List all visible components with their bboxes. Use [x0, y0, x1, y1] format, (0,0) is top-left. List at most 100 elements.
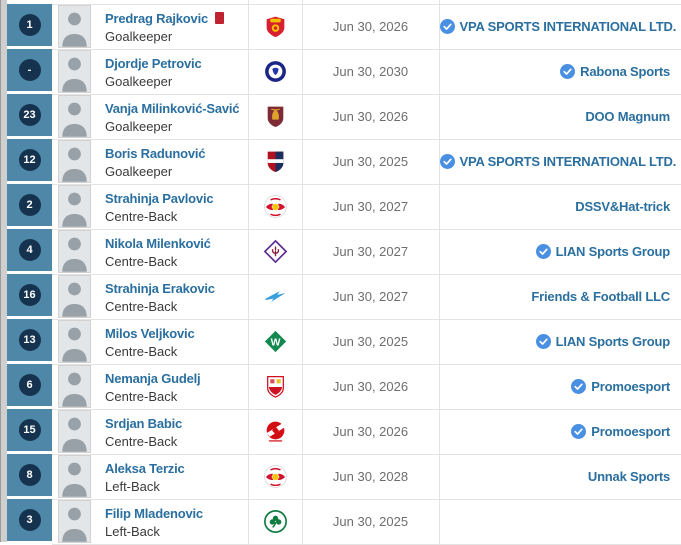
player-cell: Djordje Petrovic Goalkeeper [52, 49, 248, 95]
zenit-crest-icon[interactable] [263, 284, 288, 309]
agent-link[interactable]: DSSV&Hat-trick [575, 198, 670, 214]
player-name-link[interactable]: Strahinja Erakovic [105, 280, 215, 296]
shirt-number-badge: - [18, 59, 41, 81]
shirt-number-badge: 12 [18, 149, 41, 171]
redbull-salzburg-crest-icon[interactable] [263, 194, 288, 219]
player-photo[interactable] [58, 95, 91, 138]
shirt-number: 23 [23, 109, 36, 121]
table-row: - Djordje Petrovic Goalkeeper Jun 30, 20… [7, 49, 681, 95]
number-cell-background: 6 [7, 364, 52, 406]
squad-table-body: 1 Predrag Rajkovic Goalkeeper Jun 30, 20… [7, 0, 681, 545]
number-cell: 6 [7, 364, 52, 409]
player-position: Centre-Back [105, 388, 178, 404]
agent-link[interactable]: Friends & Football LLC [531, 288, 670, 304]
player-cell: Predrag Rajkovic Goalkeeper [52, 4, 248, 50]
player-name-link[interactable]: Strahinja Pavlovic [105, 190, 214, 206]
contract-until-date: Jun 30, 2027 [302, 184, 439, 230]
verified-agent-icon [560, 63, 576, 79]
number-cell: 3 [7, 499, 52, 544]
contract-until-date: Jun 30, 2030 [302, 49, 439, 95]
contract-until-date: Jun 30, 2025 [302, 319, 439, 365]
agent-link[interactable]: VPA SPORTS INTERNATIONAL LTD. [459, 18, 677, 34]
agent-link[interactable]: LIAN Sports Group [555, 243, 671, 259]
agent-link[interactable]: DOO Magnum [585, 108, 670, 124]
agent-cell: DOO Magnum [438, 94, 681, 140]
player-cell: Srdjan Babic Centre-Back [52, 409, 248, 455]
contract-until-date: Jun 30, 2026 [302, 364, 439, 410]
player-name-link[interactable]: Djordje Petrovic [105, 55, 202, 71]
number-cell-background: 2 [7, 184, 52, 226]
number-cell: 8 [7, 454, 52, 499]
agent-link[interactable]: VPA SPORTS INTERNATIONAL LTD. [459, 153, 677, 169]
table-row: 13 Milos Veljkovic Centre-Back W Jun 30,… [7, 319, 681, 365]
player-photo[interactable] [58, 5, 91, 48]
sevilla-crest-icon[interactable] [263, 374, 288, 399]
agent-link[interactable]: Rabona Sports [580, 63, 670, 79]
shirt-number-badge: 15 [18, 419, 41, 441]
contract-until-date: Jun 30, 2026 [302, 409, 439, 455]
shirt-number-badge: 1 [18, 14, 41, 36]
contract-until-date: Jun 30, 2026 [302, 4, 439, 50]
player-name-link[interactable]: Predrag Rajkovic [105, 10, 209, 26]
number-cell-background: 13 [7, 319, 52, 361]
squad-table: 1 Predrag Rajkovic Goalkeeper Jun 30, 20… [7, 0, 681, 545]
player-name-link[interactable]: Nemanja Gudelj [105, 370, 201, 386]
player-position: Goalkeeper [105, 28, 173, 44]
number-cell-background: 1 [7, 4, 52, 46]
player-photo[interactable] [58, 455, 91, 498]
spartak-moscow-crest-icon[interactable] [263, 419, 288, 444]
agent-cell: LIAN Sports Group [438, 229, 681, 275]
player-position: Goalkeeper [105, 118, 173, 134]
number-cell-background: 3 [7, 499, 52, 541]
panathinaikos-crest-icon[interactable] [263, 509, 288, 534]
contract-until-date: Jun 30, 2028 [302, 454, 439, 500]
player-name-link[interactable]: Nikola Milenković [105, 235, 211, 251]
agent-link[interactable]: Promoesport [591, 423, 670, 439]
player-photo[interactable] [58, 500, 91, 543]
number-cell: - [7, 49, 52, 94]
fiorentina-crest-icon[interactable] [263, 239, 288, 264]
player-name-link[interactable]: Filip Mladenovic [105, 505, 203, 521]
player-photo[interactable] [58, 410, 91, 453]
chelsea-crest-icon[interactable] [263, 59, 288, 84]
player-photo[interactable] [58, 230, 91, 273]
player-photo[interactable] [58, 50, 91, 93]
shirt-number-badge: 3 [18, 509, 41, 531]
player-name-link[interactable]: Vanja Milinković-Savić [105, 100, 240, 116]
torino-crest-icon[interactable] [263, 104, 288, 129]
agent-link[interactable]: Unnak Sports [587, 468, 670, 484]
agent-link[interactable]: Promoesport [591, 378, 670, 394]
player-photo[interactable] [58, 140, 91, 183]
player-photo[interactable] [58, 320, 91, 363]
player-photo[interactable] [58, 185, 91, 228]
number-cell: 16 [7, 274, 52, 319]
shirt-number-badge: 4 [18, 239, 41, 261]
squad-table-container: 1 Predrag Rajkovic Goalkeeper Jun 30, 20… [7, 0, 681, 545]
mallorca-crest-icon[interactable] [263, 14, 288, 39]
sliver-date-cell [302, 0, 439, 5]
player-name-link[interactable]: Aleksa Terzic [105, 460, 185, 476]
shirt-number-badge: 6 [18, 374, 41, 396]
player-name-link[interactable]: Milos Veljkovic [105, 325, 195, 341]
agent-link[interactable]: LIAN Sports Group [555, 333, 671, 349]
agent-cell: Promoesport [438, 364, 681, 410]
table-row: 1 Predrag Rajkovic Goalkeeper Jun 30, 20… [7, 4, 681, 50]
cagliari-crest-icon[interactable] [263, 149, 288, 174]
number-cell: 2 [7, 184, 52, 229]
shirt-number: 1 [26, 19, 33, 31]
player-name-link[interactable]: Srdjan Babic [105, 415, 183, 431]
player-position: Centre-Back [105, 433, 178, 449]
verified-agent-icon [440, 18, 455, 34]
table-row: 8 Aleksa Terzic Left-Back Jun 30, 2028 U… [7, 454, 681, 500]
werder-bremen-crest-icon[interactable]: W [263, 329, 288, 354]
shirt-number-badge: 16 [18, 284, 41, 306]
player-name-link[interactable]: Boris Radunović [105, 145, 206, 161]
redbull-salzburg-crest-icon[interactable] [263, 464, 288, 489]
shirt-number: 15 [23, 424, 36, 436]
player-photo[interactable] [58, 365, 91, 408]
player-position: Centre-Back [105, 298, 178, 314]
agent-cell: LIAN Sports Group [438, 319, 681, 365]
player-position: Centre-Back [105, 208, 178, 224]
verified-agent-icon [571, 423, 587, 439]
player-photo[interactable] [58, 275, 91, 318]
